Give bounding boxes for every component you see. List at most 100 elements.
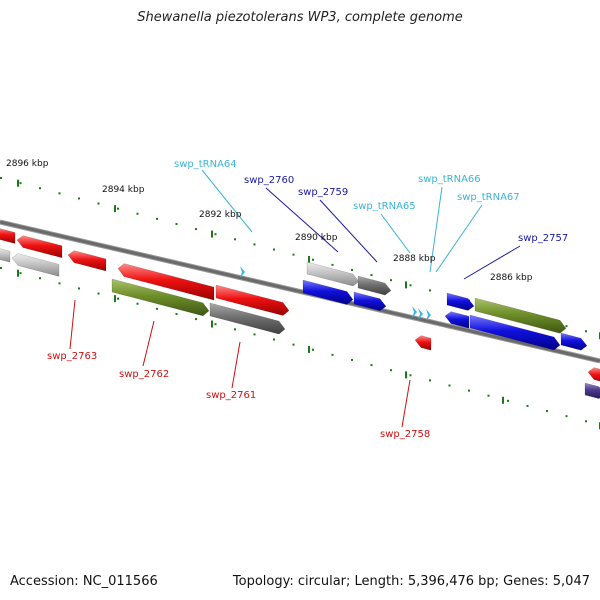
tick-dot <box>78 287 80 290</box>
tick-dot <box>546 410 548 413</box>
tick-dot <box>448 384 451 387</box>
gene-arrow <box>302 279 354 305</box>
tick-dot <box>351 268 353 271</box>
gene-arrow <box>0 248 11 263</box>
tick-dot <box>97 292 100 295</box>
tick-dot <box>39 187 41 190</box>
tick-dot <box>331 263 334 266</box>
tick-dot <box>234 238 236 241</box>
tick-dot <box>370 364 373 367</box>
tick-dots <box>0 177 587 423</box>
tick-dot <box>0 267 2 269</box>
connector-line <box>380 213 411 254</box>
tick-dot <box>156 307 158 310</box>
tick-dot <box>487 394 490 397</box>
tick-dot <box>390 369 392 372</box>
connector-line <box>463 245 521 280</box>
tick-label-2890: 2890 kbp <box>295 233 338 243</box>
tick-dot <box>468 389 470 392</box>
tick-dot <box>390 279 392 282</box>
tick-label-2888: 2888 kbp <box>393 254 436 264</box>
tick-dot <box>253 243 256 246</box>
tick-dot <box>78 197 80 200</box>
tick-dot <box>214 323 217 326</box>
gene-label-swp-trna66[interactable]: swp_tRNA66 <box>418 174 481 185</box>
tick-dot <box>565 415 568 418</box>
map-title: Shewanella piezotolerans WP3, complete g… <box>137 10 463 25</box>
tick-dot <box>312 348 314 351</box>
tick-dot <box>292 253 295 256</box>
connector-line <box>231 341 241 389</box>
tick-dot <box>585 330 587 333</box>
gene-arrow <box>560 332 588 351</box>
accession-text: Accession: NC_011566 <box>10 574 158 589</box>
tick-dot <box>39 277 41 280</box>
gene-label-swp-2763[interactable]: swp_2763 <box>47 351 97 362</box>
connector-line <box>401 379 411 428</box>
tick-dot <box>273 338 275 341</box>
gene-arrow <box>117 263 215 301</box>
trna-marker <box>412 306 417 318</box>
tick-dot <box>253 333 256 336</box>
gene-label-swp-trna64[interactable]: swp_tRNA64 <box>174 159 237 170</box>
trna-marker <box>426 309 431 321</box>
trna-marker <box>418 308 423 320</box>
gene-arrow <box>584 382 600 399</box>
label-connectors <box>69 169 521 428</box>
gene-label-swp-2762[interactable]: swp_2762 <box>119 369 169 380</box>
gene-label-swp-2761[interactable]: swp_2761 <box>206 390 256 401</box>
tick-dot <box>234 328 236 331</box>
gene-label-swp-2759[interactable]: swp_2759 <box>298 187 348 198</box>
tick-dot <box>156 217 158 220</box>
connector-line <box>69 299 76 350</box>
tick-dot <box>273 248 275 251</box>
gene-arrow <box>414 335 432 351</box>
gene-arrow <box>353 291 387 312</box>
tick-dot <box>429 289 431 292</box>
connector-line <box>142 320 155 367</box>
tick-dot <box>351 358 353 361</box>
gene-arrow <box>587 367 600 382</box>
gene-arrow <box>357 275 392 296</box>
tick-dot <box>526 404 529 407</box>
trna-marker <box>240 266 245 278</box>
tick-dot <box>175 222 178 225</box>
gene-label-swp-trna65[interactable]: swp_tRNA65 <box>353 201 416 212</box>
tick-dot <box>0 177 2 179</box>
gene-arrow <box>11 253 60 277</box>
gene-arrow <box>444 311 470 329</box>
tick-dot <box>58 282 61 285</box>
tick-label-2896: 2896 kbp <box>6 159 49 169</box>
gene-arrow <box>111 278 210 317</box>
tick-marks <box>17 179 600 430</box>
gene-arrow <box>209 302 286 335</box>
tick-dot <box>214 233 217 236</box>
gene-label-swp-2757[interactable]: swp_2757 <box>518 233 568 244</box>
gene-label-swp-trna67[interactable]: swp_tRNA67 <box>457 192 520 203</box>
gene-arrow <box>0 228 16 244</box>
tick-dot <box>58 192 61 195</box>
tick-dot <box>331 353 334 356</box>
gene-arrow <box>67 250 107 272</box>
gene-label-swp-2760[interactable]: swp_2760 <box>244 175 294 186</box>
gene-arrow <box>16 235 63 259</box>
gene-arrow <box>474 297 567 334</box>
backbone-line <box>0 220 600 363</box>
tick-dot <box>507 399 509 402</box>
connector-line <box>319 199 378 263</box>
tick-dot <box>565 325 568 328</box>
tick-dot <box>195 228 197 231</box>
tick-dot <box>409 374 412 377</box>
tick-dot <box>117 207 119 210</box>
gene-label-swp-2758[interactable]: swp_2758 <box>380 429 430 440</box>
tick-dot <box>136 212 139 215</box>
connector-line <box>435 204 483 273</box>
tick-dot <box>136 302 139 305</box>
tick-dot <box>585 420 587 423</box>
gene-arrow <box>446 292 475 311</box>
tick-label-2894: 2894 kbp <box>102 185 145 195</box>
gene-arrow <box>215 284 290 316</box>
gene-features <box>0 228 600 399</box>
tick-dot <box>19 182 22 185</box>
